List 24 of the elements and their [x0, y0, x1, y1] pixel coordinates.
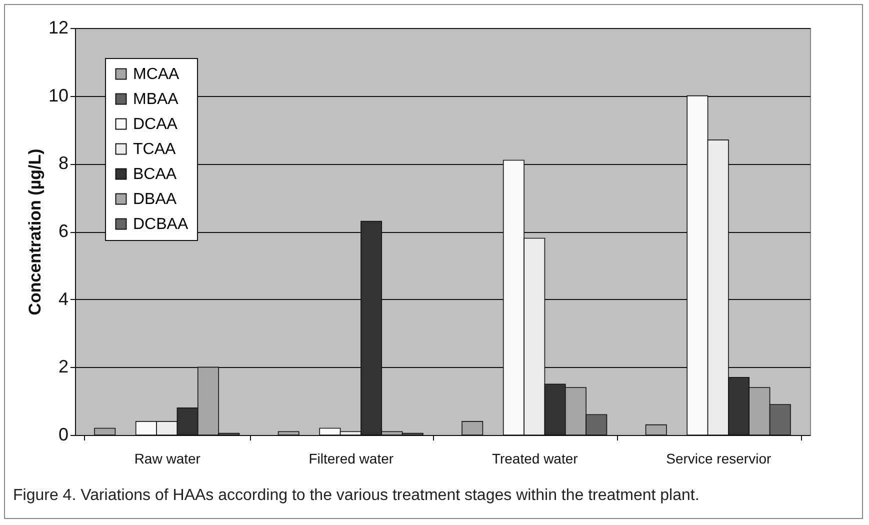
y-tick-label: 10	[48, 85, 68, 106]
x-tick-label: Service reservior	[666, 450, 772, 466]
bar	[278, 431, 300, 436]
y-tick-label: 4	[58, 288, 68, 309]
caption: Figure 4. Variations of HAAs according to the various treatment stages within the treatment plant.	[13, 487, 700, 505]
y-axis-title: Concentration (µg/L)	[25, 148, 44, 316]
legend-label: DBAA	[133, 191, 177, 208]
legend-label: DCBAA	[133, 216, 188, 233]
bar	[94, 428, 116, 436]
x-tick-label: Treated water	[492, 450, 578, 466]
y-tick-label: 2	[58, 356, 68, 377]
legend-label: MCAA	[133, 66, 180, 83]
y-tick-label: 6	[58, 221, 68, 241]
x-tick-label: Raw water	[134, 450, 201, 466]
bar	[645, 424, 667, 436]
legend-label: TCAA	[133, 141, 176, 158]
legend-label: DCAA	[133, 116, 178, 133]
y-tick-label: 12	[48, 18, 68, 38]
legend-label: BCAA	[133, 166, 177, 183]
y-tick-label: 8	[58, 153, 68, 174]
bar	[462, 421, 484, 436]
x-tick-label: Filtered water	[308, 450, 394, 466]
legend-label: MBAA	[133, 91, 179, 108]
y-tick-label: 0	[58, 424, 68, 444]
